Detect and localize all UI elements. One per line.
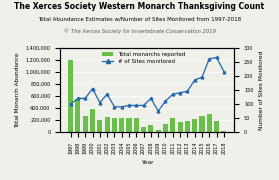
Bar xyxy=(134,118,139,132)
Bar xyxy=(199,116,205,132)
Y-axis label: Number of Sites Monitored: Number of Sites Monitored xyxy=(259,50,264,130)
Bar xyxy=(83,116,88,132)
Bar xyxy=(156,130,161,132)
Legend: Total monarchs reported, # of Sites monitored: Total monarchs reported, # of Sites moni… xyxy=(101,51,186,65)
Bar xyxy=(192,119,197,132)
Bar xyxy=(126,118,132,132)
Bar xyxy=(75,100,80,132)
Y-axis label: Total Monarch Abundance: Total Monarch Abundance xyxy=(15,52,20,128)
Bar xyxy=(97,120,102,132)
Bar xyxy=(119,118,124,132)
Bar xyxy=(214,121,219,132)
Bar xyxy=(68,60,73,132)
Bar xyxy=(207,114,212,132)
Bar xyxy=(177,122,183,132)
Bar xyxy=(163,124,168,132)
Text: The Xerces Society Western Monarch Thanksgiving Count: The Xerces Society Western Monarch Thank… xyxy=(15,2,264,11)
Bar xyxy=(90,109,95,132)
Bar xyxy=(105,117,110,132)
Bar xyxy=(221,131,227,132)
Bar xyxy=(112,118,117,132)
Bar xyxy=(185,121,190,132)
Text: © The Xerces Society for Invertebrate Conservation 2019: © The Xerces Society for Invertebrate Co… xyxy=(64,29,215,34)
Bar xyxy=(170,118,175,132)
Bar xyxy=(141,127,146,132)
Bar xyxy=(148,125,153,132)
X-axis label: Year: Year xyxy=(141,160,153,165)
Text: Total Abundance Estimates w/Number of Sites Monitored from 1997-2018: Total Abundance Estimates w/Number of Si… xyxy=(38,16,241,21)
